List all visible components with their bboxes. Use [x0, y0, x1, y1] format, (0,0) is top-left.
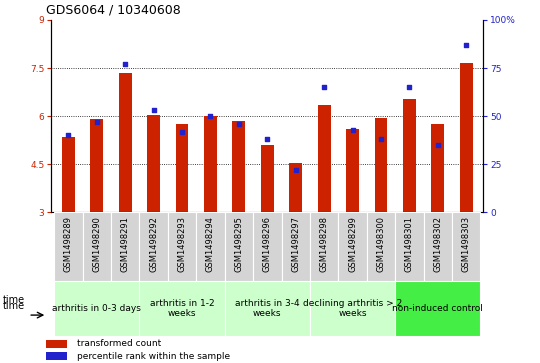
Bar [310, 281, 395, 336]
Text: GSM1498297: GSM1498297 [291, 216, 300, 272]
Bar [62, 137, 75, 212]
Text: GSM1498292: GSM1498292 [149, 216, 158, 272]
Bar [318, 105, 330, 212]
Bar [111, 212, 139, 281]
Bar [225, 212, 253, 281]
Text: GSM1498296: GSM1498296 [263, 216, 272, 272]
Bar [90, 119, 103, 212]
Text: GSM1498299: GSM1498299 [348, 216, 357, 272]
Text: GSM1498303: GSM1498303 [462, 216, 471, 272]
Bar [281, 212, 310, 281]
Point [377, 136, 386, 142]
Bar [367, 212, 395, 281]
Text: arthritis in 3-4
weeks: arthritis in 3-4 weeks [235, 299, 300, 318]
Bar [289, 163, 302, 212]
Bar [452, 212, 481, 281]
Text: GSM1498291: GSM1498291 [121, 216, 130, 272]
Text: GSM1498298: GSM1498298 [320, 216, 329, 272]
Bar [423, 212, 452, 281]
Point [434, 142, 442, 148]
Bar [225, 281, 310, 336]
Point [348, 127, 357, 132]
Bar [119, 73, 132, 212]
Text: time: time [3, 295, 25, 305]
Bar [253, 212, 281, 281]
Text: arthritis in 0-3 days: arthritis in 0-3 days [52, 304, 141, 313]
Point [320, 85, 328, 90]
Text: GSM1498301: GSM1498301 [405, 216, 414, 272]
Text: GSM1498290: GSM1498290 [92, 216, 102, 272]
Bar [346, 129, 359, 212]
Point [178, 129, 186, 134]
Bar [46, 352, 67, 360]
Text: GSM1498300: GSM1498300 [376, 216, 386, 272]
Bar [176, 124, 188, 212]
Text: GSM1498289: GSM1498289 [64, 216, 73, 272]
Point [263, 136, 272, 142]
Bar [375, 118, 387, 212]
Text: non-induced control: non-induced control [393, 304, 483, 313]
Point [121, 61, 130, 67]
Bar [395, 212, 423, 281]
Bar [261, 145, 274, 212]
Text: GSM1498294: GSM1498294 [206, 216, 215, 272]
Bar [460, 63, 472, 212]
Text: percentile rank within the sample: percentile rank within the sample [77, 352, 230, 361]
Bar [204, 116, 217, 212]
Bar [403, 98, 416, 212]
Bar [395, 281, 481, 336]
Point [149, 107, 158, 113]
Text: transformed count: transformed count [77, 339, 161, 348]
Bar [139, 281, 225, 336]
Point [206, 113, 215, 119]
Text: GSM1498295: GSM1498295 [234, 216, 244, 272]
Text: GDS6064 / 10340608: GDS6064 / 10340608 [46, 3, 181, 16]
Text: time: time [3, 301, 25, 311]
Text: arthritis in 1-2
weeks: arthritis in 1-2 weeks [150, 299, 214, 318]
Point [92, 119, 101, 125]
Bar [139, 212, 168, 281]
Bar [168, 212, 196, 281]
Bar [54, 212, 83, 281]
Bar [147, 115, 160, 212]
Bar [310, 212, 339, 281]
Point [462, 42, 470, 48]
Bar [54, 281, 139, 336]
Point [405, 85, 414, 90]
Point [64, 132, 73, 138]
Text: declining arthritis > 2
weeks: declining arthritis > 2 weeks [303, 299, 402, 318]
Bar [196, 212, 225, 281]
Text: GSM1498302: GSM1498302 [433, 216, 442, 272]
Bar [83, 212, 111, 281]
Bar [46, 340, 67, 348]
Bar [339, 212, 367, 281]
Point [234, 121, 243, 127]
Bar [431, 124, 444, 212]
Bar [233, 121, 245, 212]
Point [292, 167, 300, 173]
Text: GSM1498293: GSM1498293 [178, 216, 186, 272]
